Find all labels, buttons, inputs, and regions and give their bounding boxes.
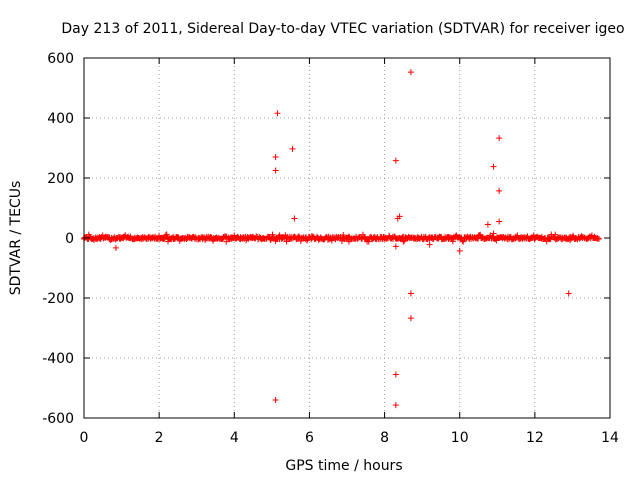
y-tick-label: 400 bbox=[47, 111, 74, 127]
data-point bbox=[392, 371, 399, 378]
data-point bbox=[345, 238, 352, 245]
y-tick-label: 600 bbox=[47, 51, 74, 67]
data-point bbox=[392, 402, 399, 409]
x-tick-label: 6 bbox=[305, 430, 314, 446]
band-point bbox=[215, 234, 222, 241]
x-tick-label: 10 bbox=[451, 430, 469, 446]
data-point bbox=[340, 232, 347, 238]
axis-ticks bbox=[83, 57, 611, 419]
data-point bbox=[392, 157, 399, 164]
data-point bbox=[400, 238, 407, 245]
tick-labels: 0 2 4 6 8 10 12 14 -600 -400 -200 0 200 400 600 bbox=[42, 51, 619, 446]
x-tick-label: 8 bbox=[380, 430, 389, 446]
data-point bbox=[112, 244, 119, 251]
x-tick-label: 4 bbox=[230, 430, 239, 446]
y-axis-title: SDTVAR / TECUs bbox=[8, 181, 24, 296]
x-tick-label: 14 bbox=[601, 430, 619, 446]
x-axis-title: GPS time / hours bbox=[285, 458, 402, 474]
data-point bbox=[392, 243, 399, 250]
y-tick-label: 0 bbox=[65, 231, 74, 247]
chart-title: Day 213 of 2011, Sidereal Day-to-day VTE… bbox=[61, 21, 624, 37]
x-tick-label: 2 bbox=[155, 430, 164, 446]
band-point bbox=[365, 238, 372, 245]
data-point bbox=[396, 213, 403, 220]
data-point bbox=[496, 135, 503, 142]
data-point bbox=[426, 241, 433, 248]
y-tick-label: 200 bbox=[47, 171, 74, 187]
data-point bbox=[484, 221, 491, 228]
data-points bbox=[80, 69, 603, 409]
data-point bbox=[490, 163, 497, 170]
data-point bbox=[272, 397, 279, 403]
data-point bbox=[496, 218, 503, 225]
data-point bbox=[407, 69, 414, 76]
data-point bbox=[291, 215, 298, 222]
data-point bbox=[407, 315, 414, 322]
band-point bbox=[533, 233, 540, 240]
data-point bbox=[231, 232, 238, 239]
data-point bbox=[272, 167, 279, 174]
data-point bbox=[490, 230, 497, 237]
band-point bbox=[460, 238, 467, 245]
band-point bbox=[514, 232, 521, 239]
x-tick-label: 12 bbox=[526, 430, 544, 446]
y-tick-label: -600 bbox=[42, 411, 74, 427]
data-point bbox=[456, 247, 463, 254]
data-point bbox=[565, 290, 572, 297]
band-point bbox=[449, 238, 456, 245]
data-point bbox=[163, 231, 170, 238]
y-tick-label: -400 bbox=[42, 351, 74, 367]
data-point bbox=[496, 187, 503, 194]
band-point bbox=[303, 237, 310, 244]
band-point bbox=[459, 237, 466, 244]
data-point bbox=[407, 290, 414, 297]
x-tick-label: 0 bbox=[80, 430, 89, 446]
band-point bbox=[415, 234, 422, 241]
y-tick-label: -200 bbox=[42, 291, 74, 307]
data-point bbox=[272, 154, 279, 160]
data-point bbox=[289, 145, 296, 152]
band-point bbox=[596, 235, 603, 242]
band-point bbox=[474, 235, 481, 242]
data-point bbox=[274, 110, 281, 117]
